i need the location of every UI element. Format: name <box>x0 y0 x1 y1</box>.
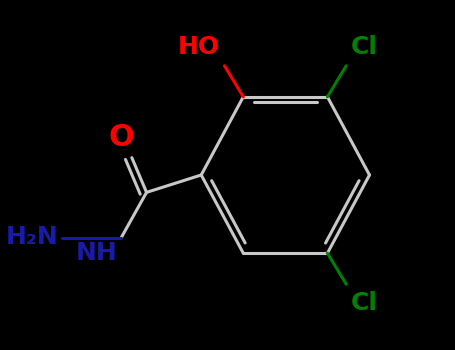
Text: Cl: Cl <box>350 35 378 59</box>
Text: O: O <box>108 124 134 153</box>
Text: NH: NH <box>76 241 117 265</box>
Text: Cl: Cl <box>350 291 378 315</box>
Text: HO: HO <box>178 35 220 59</box>
Text: H₂N: H₂N <box>5 225 58 250</box>
